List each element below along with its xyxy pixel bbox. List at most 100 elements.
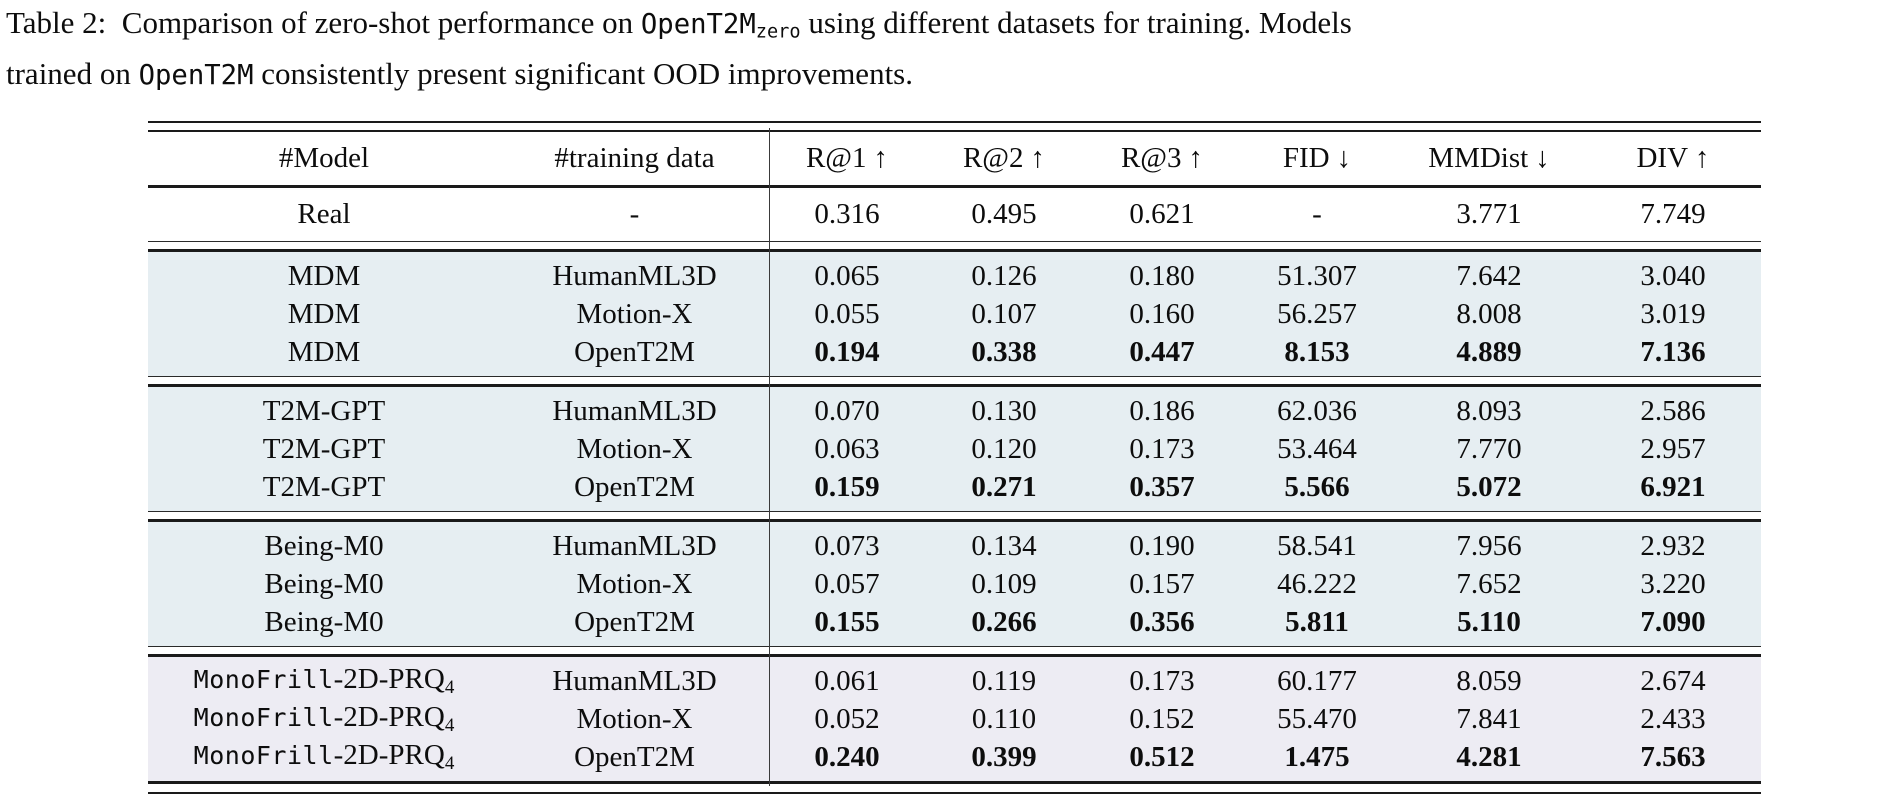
cell-r3: 0.190 (1129, 529, 1195, 562)
caption-text: trained on (6, 55, 139, 91)
table-row-real: Real - 0.316 0.495 0.621 - 3.771 7.749 (148, 188, 1761, 241)
column-header-mmdist: MMDist ↓ (1393, 142, 1585, 175)
caption-text: consistently present significant OOD imp… (253, 55, 913, 91)
column-header-label: #training data (554, 142, 715, 174)
table-group-monofrill: MonoFrill-2D-PRQ4 HumanML3D 0.061 0.119 … (148, 657, 1761, 781)
cell-model: T2M-GPT (262, 432, 386, 465)
caption-subscript-zero: zero (755, 21, 801, 43)
column-header-fid: FID ↓ (1241, 142, 1393, 175)
cell-div: 2.932 (1640, 529, 1706, 562)
table-row: T2M-GPT HumanML3D 0.070 0.130 0.186 62.0… (148, 392, 1761, 430)
cell-model: MonoFrill-2D-PRQ4 (193, 663, 455, 698)
cell-r1: 0.057 (814, 567, 880, 600)
cell-mmdist: 8.093 (1456, 394, 1522, 427)
cell-r2: 0.109 (971, 567, 1037, 600)
cell-training-data: OpenT2M (574, 740, 695, 773)
cell-div: 3.040 (1640, 259, 1706, 292)
column-header-label: MMDist (1428, 142, 1529, 174)
cell-training-data: OpenT2M (574, 335, 695, 368)
column-header-training-data: #training data (500, 142, 769, 175)
caption-text: using different datasets for training. M… (800, 5, 1352, 40)
cell-mmdist: 8.008 (1456, 297, 1522, 330)
cell-model: MDM (287, 335, 361, 368)
cell-r1: 0.240 (814, 740, 880, 773)
cell-div: 7.563 (1640, 740, 1706, 773)
cell-r1: 0.061 (814, 664, 880, 697)
cell-training-data: OpenT2M (574, 470, 695, 503)
table-caption: Table 2: Comparison of zero-shot perform… (6, 2, 1626, 96)
cell-fid: 1.475 (1284, 740, 1350, 773)
column-header-r1: R@1 ↑ (769, 142, 925, 175)
cell-training-data: HumanML3D (552, 259, 717, 292)
cell-r3: 0.512 (1129, 740, 1195, 773)
cell-training-data: HumanML3D (552, 529, 717, 562)
up-arrow-icon: ↑ (873, 142, 889, 174)
column-header-label: FID (1282, 142, 1330, 174)
cell-training-data: - (629, 198, 640, 230)
results-table: #Model #training data R@1 ↑ R@2 ↑ R@3 ↑ FID… (148, 121, 1761, 794)
column-divider (769, 128, 770, 786)
cell-r1: 0.159 (814, 470, 880, 503)
table-row: MDM HumanML3D 0.065 0.126 0.180 51.307 7… (148, 257, 1761, 295)
cell-r3: 0.160 (1129, 297, 1195, 330)
cell-model: Being-M0 (264, 567, 384, 600)
model-subscript: 4 (444, 715, 455, 736)
cell-r3: 0.173 (1129, 432, 1195, 465)
cell-r1: 0.052 (814, 702, 880, 735)
cell-mmdist: 5.072 (1456, 470, 1522, 503)
cell-r1: 0.155 (814, 605, 880, 638)
cell-fid: 5.566 (1284, 470, 1350, 503)
cell-fid: 58.541 (1277, 529, 1357, 562)
cell-r1: 0.065 (814, 259, 880, 292)
cell-fid: 55.470 (1277, 702, 1357, 735)
cell-r3: 0.152 (1129, 702, 1195, 735)
cell-div: 2.586 (1640, 394, 1706, 427)
cell-div: 7.749 (1640, 198, 1706, 230)
cell-training-data: Motion-X (576, 567, 693, 600)
cell-r3: 0.621 (1129, 198, 1195, 230)
cell-r2: 0.271 (971, 470, 1037, 503)
cell-div: 2.957 (1640, 432, 1706, 465)
cell-training-data: Motion-X (576, 432, 693, 465)
table-row-best: Being-M0 OpenT2M 0.155 0.266 0.356 5.811… (148, 603, 1761, 641)
cell-r1: 0.070 (814, 394, 880, 427)
up-arrow-icon: ↑ (1695, 142, 1710, 174)
cell-r3: 0.357 (1129, 470, 1195, 503)
table-row: MDM Motion-X 0.055 0.107 0.160 56.257 8.… (148, 295, 1761, 333)
cell-training-data: HumanML3D (552, 394, 717, 427)
cell-r2: 0.120 (971, 432, 1037, 465)
cell-div: 7.136 (1640, 335, 1706, 368)
group-separator-rule (148, 511, 1761, 522)
cell-div: 2.674 (1640, 664, 1706, 697)
cell-fid: 51.307 (1277, 259, 1357, 292)
table-row-best: T2M-GPT OpenT2M 0.159 0.271 0.357 5.566 … (148, 468, 1761, 506)
cell-model: MDM (287, 297, 361, 330)
cell-training-data: Motion-X (576, 297, 693, 330)
caption-line-2: trained on OpenT2M consistently present … (6, 53, 1626, 96)
table-header-row: #Model #training data R@1 ↑ R@2 ↑ R@3 ↑ FID… (148, 132, 1761, 185)
cell-mmdist: 8.059 (1456, 664, 1522, 697)
caption-line-1: Table 2: Comparison of zero-shot perform… (6, 2, 1626, 53)
cell-r2: 0.119 (971, 664, 1037, 697)
group-separator-rule (148, 646, 1761, 657)
table-top-rule (148, 121, 1761, 132)
cell-model: MonoFrill-2D-PRQ4 (193, 739, 455, 774)
column-header-r3: R@3 ↑ (1083, 142, 1241, 175)
cell-mmdist: 7.652 (1456, 567, 1522, 600)
table-group-mdm: MDM HumanML3D 0.065 0.126 0.180 51.307 7… (148, 252, 1761, 376)
cell-r3: 0.356 (1129, 605, 1195, 638)
cell-model: MonoFrill-2D-PRQ4 (193, 701, 455, 736)
table-row: MonoFrill-2D-PRQ4 Motion-X 0.052 0.110 0… (148, 700, 1761, 738)
cell-fid: 60.177 (1277, 664, 1357, 697)
cell-r2: 0.399 (971, 740, 1037, 773)
model-subscript: 4 (444, 677, 455, 698)
cell-r2: 0.266 (971, 605, 1037, 638)
group-separator-rule (148, 376, 1761, 387)
cell-r2: 0.134 (971, 529, 1037, 562)
cell-model: T2M-GPT (262, 470, 386, 503)
cell-div: 7.090 (1640, 605, 1706, 638)
cell-mmdist: 7.642 (1456, 259, 1522, 292)
cell-r2: 0.107 (971, 297, 1037, 330)
cell-model: Being-M0 (264, 605, 384, 638)
cell-training-data: HumanML3D (552, 664, 717, 697)
